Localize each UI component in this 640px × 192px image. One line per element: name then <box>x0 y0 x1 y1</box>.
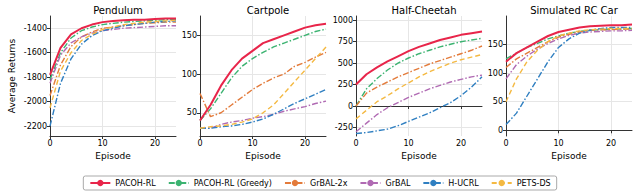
svg-text:Simulated RC Car: Simulated RC Car <box>530 5 618 16</box>
svg-text:20: 20 <box>150 139 160 148</box>
svg-text:20: 20 <box>606 139 616 148</box>
svg-text:50: 50 <box>493 97 503 106</box>
svg-text:0: 0 <box>503 139 508 148</box>
svg-text:Pendulum: Pendulum <box>93 5 143 16</box>
svg-text:500: 500 <box>338 59 353 68</box>
svg-text:0: 0 <box>348 102 353 111</box>
svg-text:50: 50 <box>187 108 197 117</box>
svg-text:10: 10 <box>553 139 563 148</box>
svg-text:PETS-DS: PETS-DS <box>517 179 551 188</box>
svg-text:Episode: Episode <box>245 151 281 161</box>
svg-text:100: 100 <box>488 69 503 78</box>
svg-text:750: 750 <box>338 37 353 46</box>
svg-text:H-UCRL: H-UCRL <box>448 179 479 188</box>
svg-text:250: 250 <box>338 80 353 89</box>
svg-text:PACOH-RL (Greedy): PACOH-RL (Greedy) <box>194 179 272 188</box>
svg-text:10: 10 <box>403 139 413 148</box>
svg-text:10: 10 <box>247 139 257 148</box>
svg-text:150: 150 <box>488 40 503 49</box>
svg-text:0: 0 <box>47 139 52 148</box>
svg-text:Half-Cheetah: Half-Cheetah <box>391 5 456 16</box>
svg-text:0: 0 <box>498 126 503 135</box>
svg-text:-1800: -1800 <box>24 73 47 82</box>
svg-text:100: 100 <box>182 70 197 79</box>
svg-text:150: 150 <box>182 31 197 40</box>
svg-text:0: 0 <box>197 139 202 148</box>
svg-text:GrBAL-2x: GrBAL-2x <box>310 179 348 188</box>
svg-text:20: 20 <box>300 139 310 148</box>
svg-text:Episode: Episode <box>95 151 131 161</box>
svg-text:PACOH-RL: PACOH-RL <box>115 179 156 188</box>
svg-text:1000: 1000 <box>333 16 353 25</box>
svg-text:-250: -250 <box>335 123 353 132</box>
svg-text:10: 10 <box>97 139 107 148</box>
svg-text:-2200: -2200 <box>24 122 47 131</box>
svg-text:Episode: Episode <box>401 151 437 161</box>
svg-text:Average Returns: Average Returns <box>7 39 17 114</box>
svg-text:-2000: -2000 <box>24 97 47 106</box>
svg-text:Episode: Episode <box>551 151 587 161</box>
svg-text:-1400: -1400 <box>24 24 47 33</box>
svg-text:GrBAL: GrBAL <box>385 179 410 188</box>
svg-text:20: 20 <box>456 139 466 148</box>
svg-text:-1600: -1600 <box>24 48 47 57</box>
svg-text:Cartpole: Cartpole <box>247 5 290 16</box>
svg-text:0: 0 <box>353 139 358 148</box>
